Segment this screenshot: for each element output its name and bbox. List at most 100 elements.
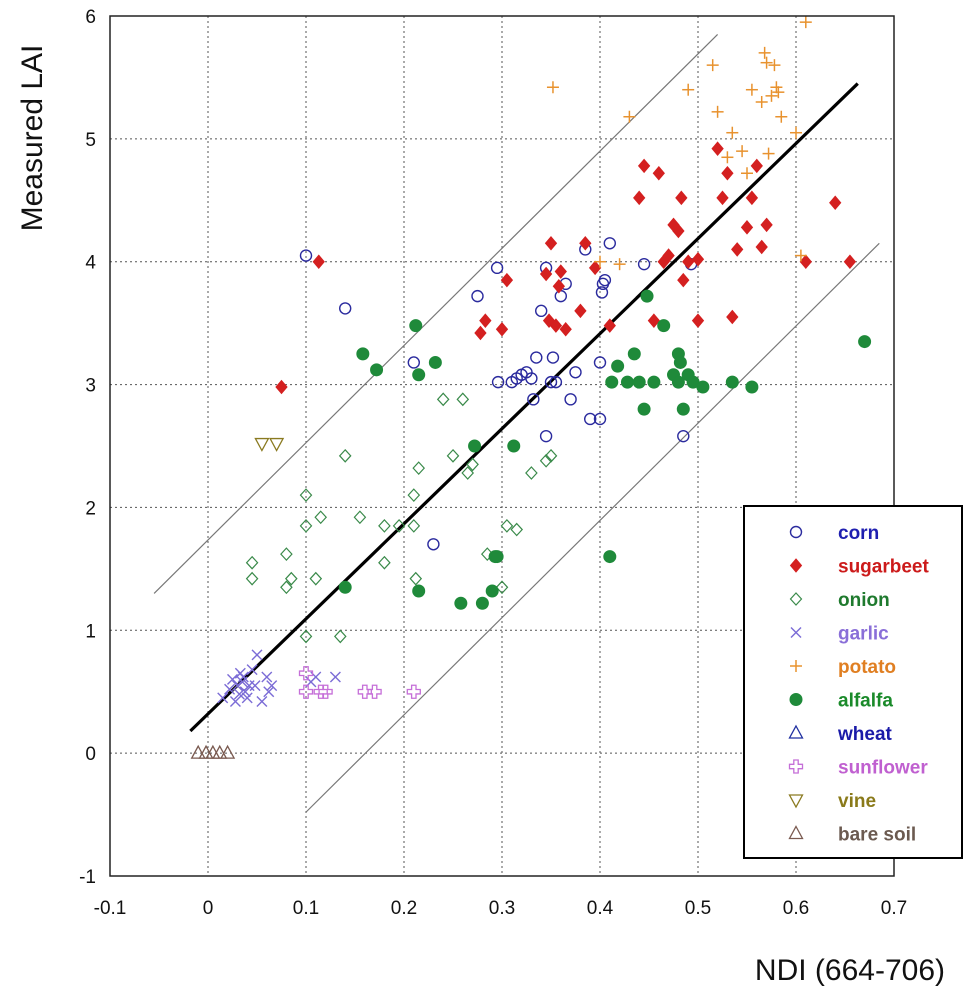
alfalfa-point <box>725 375 739 389</box>
alfalfa-point <box>356 347 370 361</box>
onion-point <box>280 580 293 595</box>
x-tick-label: 0.5 <box>685 898 711 919</box>
potato-point <box>741 167 753 180</box>
onion-point <box>500 518 514 533</box>
alfalfa-point <box>605 375 619 389</box>
corn-point <box>299 249 313 262</box>
potato-point <box>794 249 807 262</box>
sugarbeet-point <box>474 325 487 341</box>
onion-point <box>333 629 347 644</box>
sunflower-point <box>406 684 421 699</box>
onion-point <box>353 510 367 525</box>
garlic-point <box>224 683 236 695</box>
onion-point <box>525 466 538 480</box>
legend-label-bare-soil: bare soil <box>838 825 916 846</box>
alfalfa-point <box>468 439 482 453</box>
sugarbeet-point <box>633 190 646 206</box>
sugarbeet-point <box>726 309 739 325</box>
legend-marker-potato <box>790 660 802 672</box>
potato-point <box>613 258 626 271</box>
potato-point <box>755 96 768 108</box>
sugarbeet-point <box>549 318 563 333</box>
regression-line <box>189 82 859 733</box>
corn-point <box>564 393 577 406</box>
sugarbeet-point <box>579 236 592 251</box>
sugarbeet-point <box>312 254 325 269</box>
y-tick-label: 3 <box>85 376 96 397</box>
sugarbeet-point <box>552 279 565 294</box>
corn-point <box>525 372 538 385</box>
sugarbeet-point <box>479 313 492 328</box>
legend-label-garlic: garlic <box>838 624 889 645</box>
sugarbeet-point <box>750 158 763 174</box>
garlic-point <box>266 680 278 692</box>
sunflower-point <box>357 684 372 699</box>
onion-point <box>284 571 298 586</box>
onion-point <box>378 518 391 533</box>
sugarbeet-point <box>682 254 695 269</box>
sunflower-point <box>298 684 314 699</box>
y-tick-labels: -1 0 1 2 3 4 5 6 <box>79 7 96 888</box>
potato-point <box>682 83 695 96</box>
corn-point <box>530 351 543 364</box>
sugarbeet-point <box>711 141 724 156</box>
sugarbeet-point <box>740 220 754 235</box>
potato-point <box>546 81 559 94</box>
regression-line-group <box>189 82 859 733</box>
sugarbeet-point <box>843 254 857 269</box>
onion-point <box>309 571 323 586</box>
legend-marker-bare-soil <box>788 825 804 840</box>
garlic-point <box>246 664 258 676</box>
alfalfa-point <box>671 375 685 389</box>
garlic-point <box>256 696 268 708</box>
y-tick-label: 1 <box>85 621 96 642</box>
onion-point <box>392 518 406 533</box>
sugarbeet-point <box>559 322 572 337</box>
potato-point <box>736 145 749 158</box>
corn-point <box>544 375 558 389</box>
corn-point <box>339 302 352 315</box>
alfalfa-point <box>745 380 759 394</box>
onion-point <box>446 448 460 463</box>
sugarbeet-point <box>647 313 661 328</box>
vine-point <box>269 437 285 452</box>
legend-label-sunflower: sunflower <box>838 758 928 779</box>
legend-label-sugarbeet: sugarbeet <box>838 557 929 578</box>
corn-point <box>637 257 651 271</box>
alfalfa-point <box>409 319 423 333</box>
sugarbeet-point <box>495 322 509 337</box>
sugarbeet-point <box>745 190 759 206</box>
onion-point <box>495 580 509 595</box>
alfalfa-point <box>338 580 352 594</box>
potato-point <box>772 86 785 99</box>
corn-point <box>584 412 597 426</box>
onion-point <box>245 571 259 586</box>
potato-point <box>760 56 773 69</box>
sugarbeet-point <box>672 223 685 239</box>
vine-point <box>254 437 270 452</box>
corn-point <box>407 356 420 369</box>
y-tick-label: -1 <box>79 867 96 888</box>
onion-point <box>409 571 423 586</box>
potato-point <box>790 126 802 139</box>
legend-label-potato: potato <box>838 657 896 678</box>
x-tick-label: 0.3 <box>489 898 515 919</box>
corn-point <box>491 375 505 389</box>
legend-box <box>743 505 963 859</box>
x-tick-label: 0.2 <box>391 898 417 919</box>
corn-point <box>569 366 582 379</box>
garlic-point <box>227 673 238 685</box>
alfalfa-point <box>676 402 690 416</box>
alfalfa-point <box>412 584 426 598</box>
alfalfa-point <box>673 355 687 369</box>
sugarbeet-point <box>603 318 616 333</box>
alfalfa-point <box>428 355 442 369</box>
alfalfa-point <box>627 347 641 361</box>
onion-point <box>544 448 558 463</box>
sugarbeet-point <box>691 313 705 328</box>
corn-point <box>593 356 607 369</box>
sugarbeet-point <box>554 264 567 279</box>
potato-point <box>594 255 606 268</box>
potato-point <box>768 59 781 72</box>
